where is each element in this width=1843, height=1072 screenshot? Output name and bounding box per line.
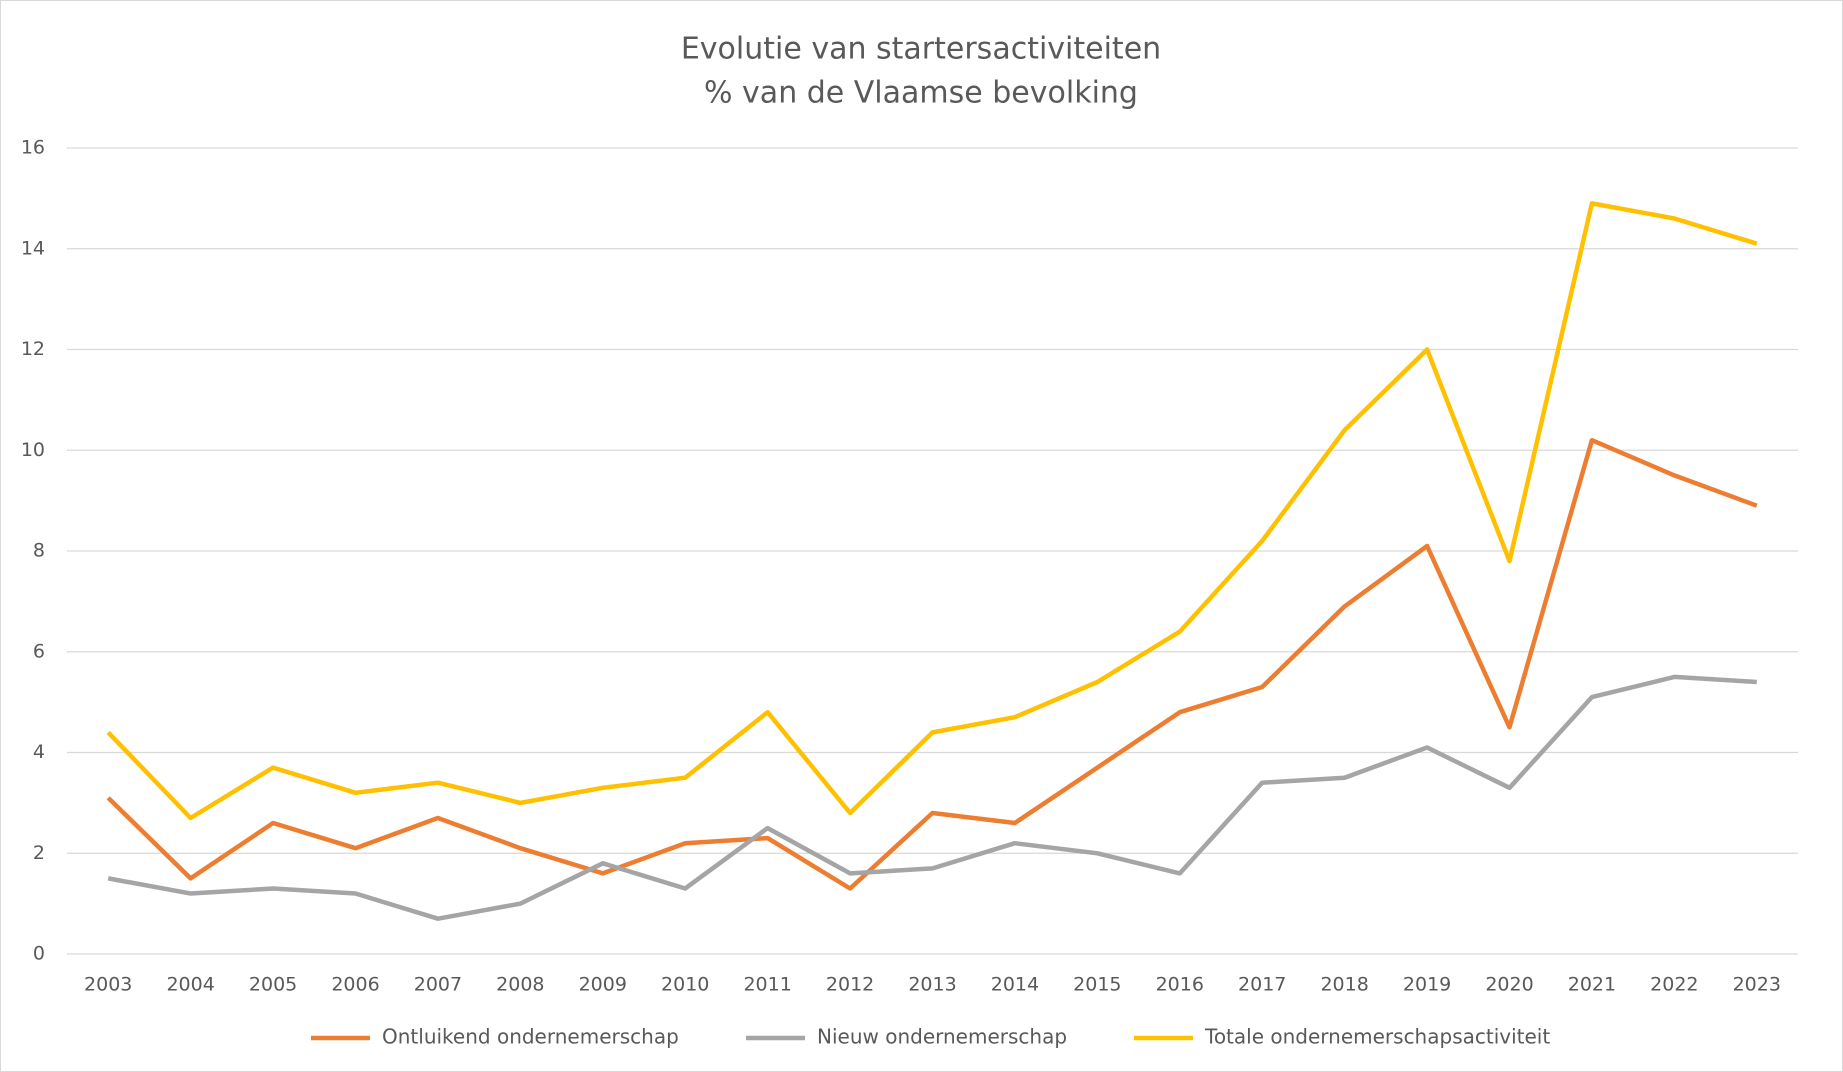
x-tick-label: 2014 [991, 974, 1039, 996]
x-tick-label: 2006 [331, 974, 379, 996]
y-tick-label: 0 [33, 943, 45, 965]
chart-subtitle: % van de Vlaamse bevolking [704, 76, 1138, 111]
y-tick-label: 6 [33, 640, 45, 662]
legend-label: Totale ondernemerschapsactiviteit [1204, 1025, 1550, 1049]
series-line [106, 437, 1758, 891]
y-tick-label: 4 [33, 741, 45, 763]
x-tick-label: 2007 [414, 974, 462, 996]
y-tick-label: 14 [21, 237, 45, 259]
x-tick-label: 2004 [166, 974, 214, 996]
y-tick-label: 2 [33, 842, 45, 864]
x-tick-label: 2016 [1156, 974, 1204, 996]
x-tick-label: 2010 [661, 974, 709, 996]
x-tick-label: 2023 [1733, 974, 1781, 996]
x-tick-label: 2022 [1650, 974, 1698, 996]
legend-label: Nieuw ondernemerschap [817, 1025, 1067, 1049]
y-tick-label: 12 [21, 338, 45, 360]
x-tick-label: 2003 [84, 974, 132, 996]
y-tick-label: 8 [33, 540, 45, 562]
x-tick-label: 2009 [579, 974, 627, 996]
y-tick-label: 16 [21, 137, 45, 159]
x-tick-label: 2017 [1238, 974, 1286, 996]
x-tick-label: 2012 [826, 974, 874, 996]
x-tick-label: 2019 [1403, 974, 1451, 996]
series-line [107, 674, 1757, 921]
x-tick-label: 2015 [1073, 974, 1121, 996]
chart-title: Evolutie van startersactiviteiten [681, 32, 1161, 67]
x-tick-label: 2020 [1485, 974, 1533, 996]
x-tick-label: 2011 [743, 974, 791, 996]
legend-label: Ontluikend ondernemerschap [382, 1025, 679, 1049]
x-tick-label: 2021 [1568, 974, 1616, 996]
x-tick-label: 2013 [908, 974, 956, 996]
x-tick-label: 2008 [496, 974, 544, 996]
y-tick-label: 10 [21, 439, 45, 461]
x-tick-label: 2018 [1320, 974, 1368, 996]
series-line [106, 201, 1758, 821]
x-tick-label: 2005 [249, 974, 297, 996]
